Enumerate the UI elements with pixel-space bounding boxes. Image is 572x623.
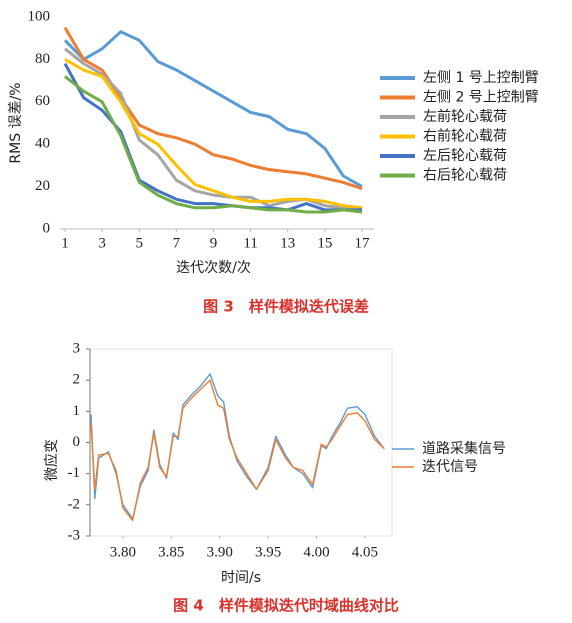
x-tick-label: 11 [243, 235, 257, 251]
y-tick-label: -2 [68, 496, 81, 512]
x-tick-label: 3.85 [158, 544, 184, 560]
y-tick-label: 20 [35, 178, 50, 194]
legend-label: 右后轮心载荷 [423, 168, 507, 184]
x-tick-label: 3.90 [207, 544, 233, 560]
y-tick-label: 2 [73, 372, 81, 388]
y-tick-label: 0 [43, 220, 51, 236]
y-tick-label: 100 [28, 8, 51, 24]
y-tick-label: 3 [73, 340, 81, 356]
series-line [64, 58, 363, 210]
y-tick-label: 0 [73, 434, 81, 450]
y-tick-label: 40 [35, 136, 50, 152]
x-tick-label: 3 [98, 235, 106, 251]
x-tick-label: 17 [355, 235, 371, 251]
x-tick-label: 4.00 [303, 544, 329, 560]
y-tick-label: -1 [68, 465, 81, 481]
caption: 图 3 样件模拟迭代误差 [203, 298, 369, 316]
y-axis-title: 微应变 [43, 439, 60, 481]
legend-label: 左侧 1 号上控制臂 [423, 70, 539, 86]
x-tick-label: 5 [136, 235, 144, 251]
x-tick-label: 13 [280, 235, 295, 251]
legend-label: 道路采集信号 [422, 440, 506, 457]
y-tick-label: -3 [68, 527, 81, 543]
x-tick-label: 9 [210, 235, 218, 251]
y-tick-label: 80 [35, 51, 50, 67]
x-tick-label: 3.80 [110, 544, 136, 560]
x-axis-title: 时间/s [221, 570, 261, 586]
caption: 图 4 样件模拟迭代时域曲线对比 [173, 597, 399, 615]
legend-label: 左侧 2 号上控制臂 [423, 90, 539, 106]
x-tick-label: 7 [173, 235, 181, 251]
series-line [64, 47, 363, 212]
series-line [63, 30, 363, 188]
legend-label: 迭代信号 [422, 459, 478, 475]
series-line [90, 373, 385, 520]
x-tick-label: 3.95 [255, 544, 281, 560]
x-tick-label: 1 [61, 235, 69, 251]
x-tick-label: 15 [317, 235, 332, 251]
x-axis-title: 迭代次数/次 [176, 260, 251, 276]
y-tick-label: 1 [73, 403, 81, 419]
series-line [64, 75, 363, 214]
series-line [63, 26, 363, 191]
y-tick-label: 60 [35, 93, 50, 109]
series-line [90, 379, 385, 522]
y-axis-title: RMS 误差/% [8, 82, 24, 163]
legend-label: 右前轮心载荷 [423, 128, 507, 145]
x-tick-label: 4.05 [352, 544, 378, 560]
legend-label: 左后轮心载荷 [423, 148, 507, 164]
chart: -3 -2 -1 0 1 2 3 3.80 3.85 3.90 3.95 4.00 4.05 时间/s 微应… [43, 340, 506, 614]
legend-label: 左前轮心载荷 [423, 108, 507, 125]
